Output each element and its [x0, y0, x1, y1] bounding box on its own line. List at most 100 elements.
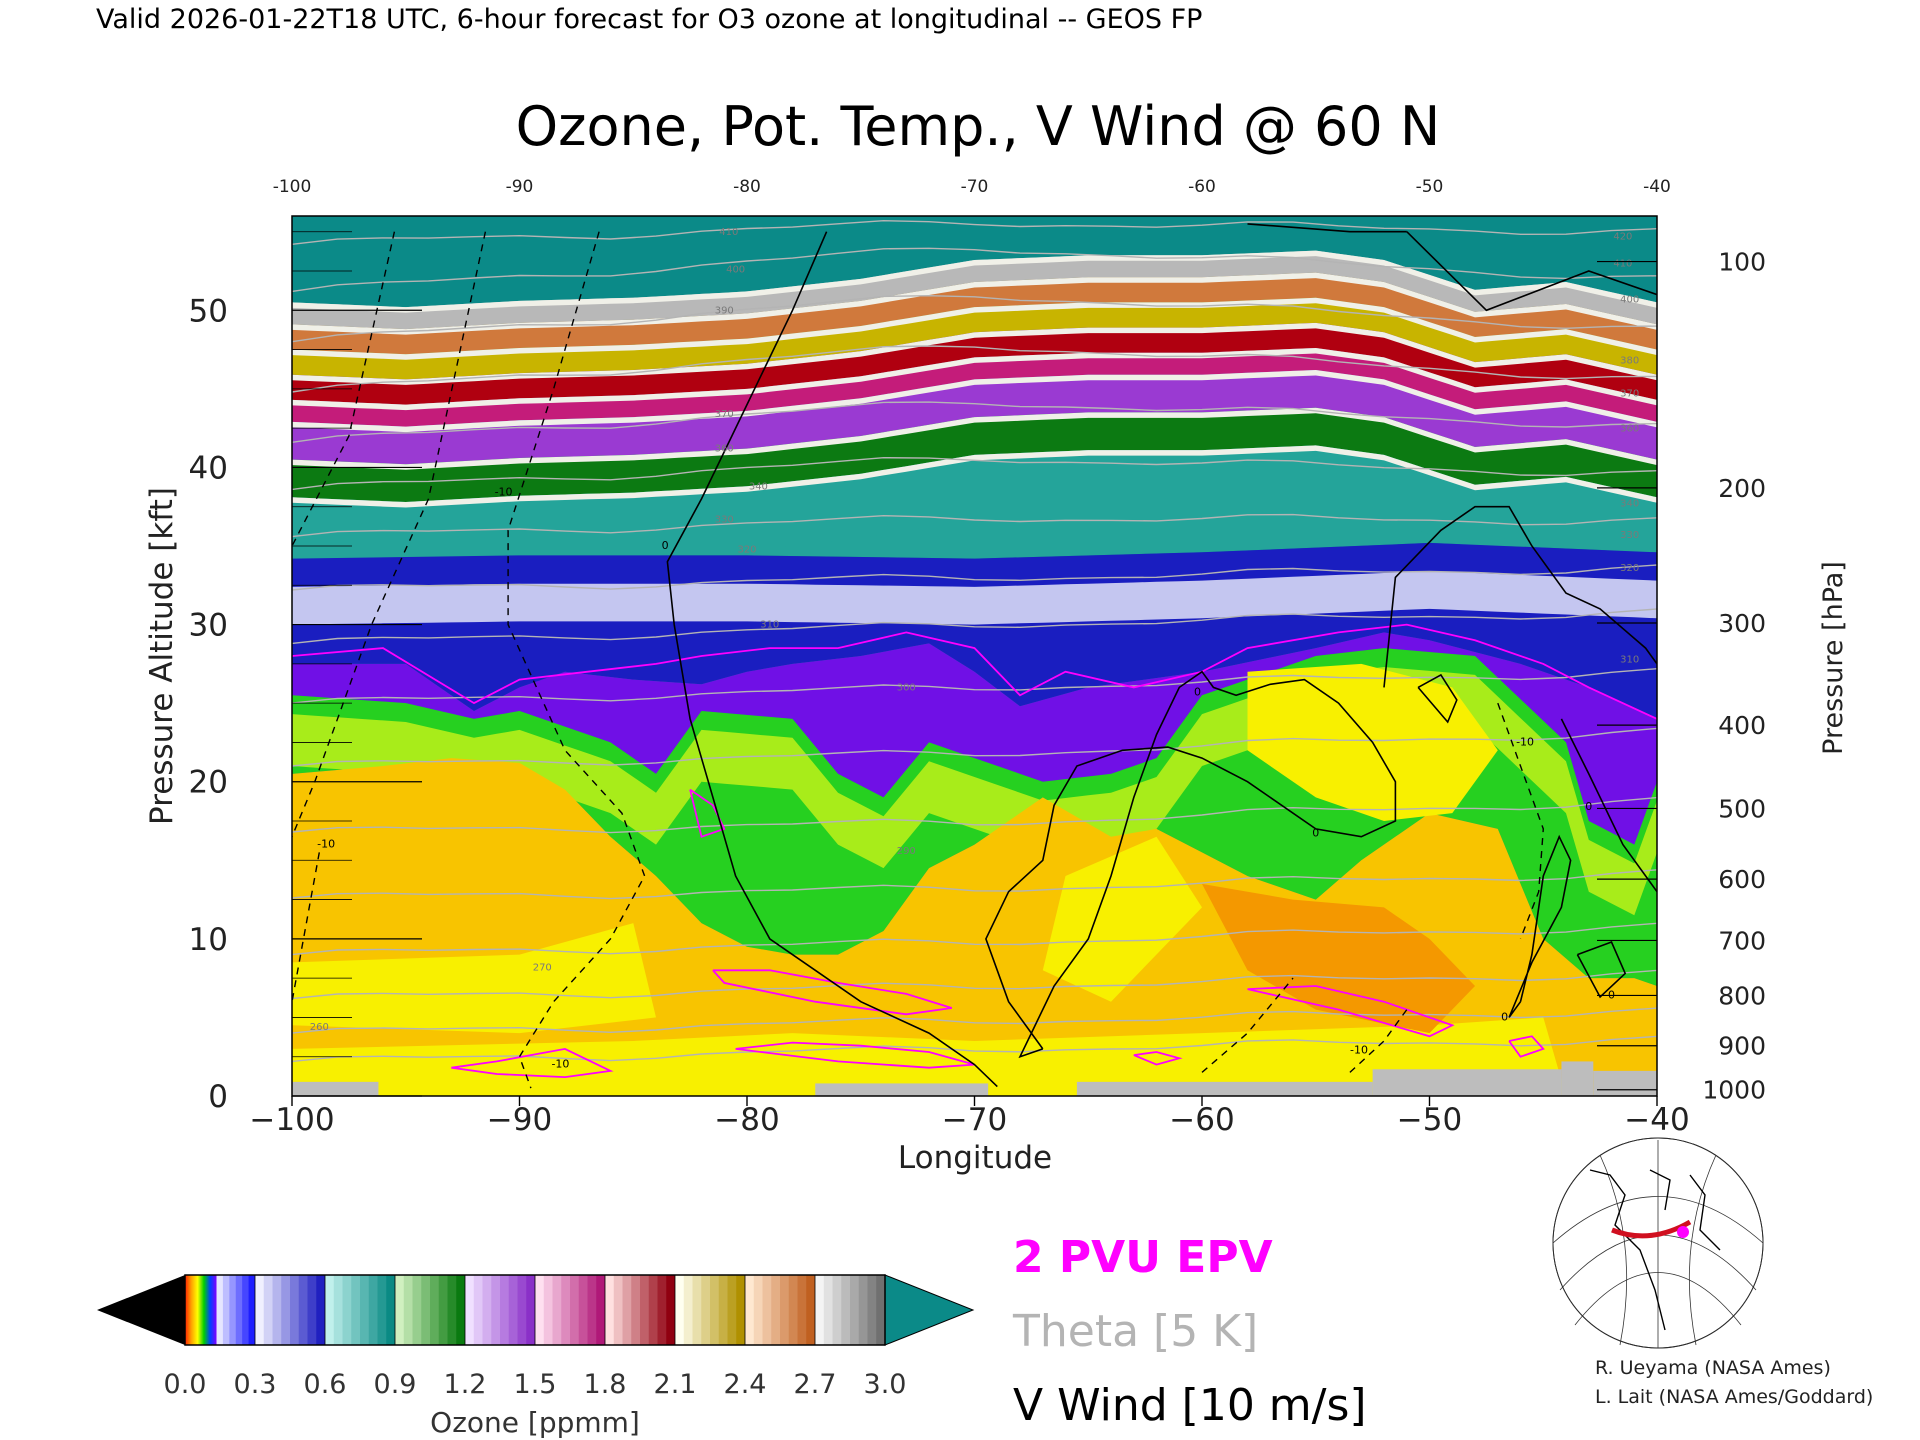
x-tick-label: −80: [714, 1102, 779, 1138]
colorbar-cell: [491, 1275, 501, 1345]
colorbar-cell: [596, 1275, 606, 1345]
theta-line: [292, 869, 1657, 900]
ozone-band-purple: [292, 370, 1657, 465]
theta-label: 410: [719, 227, 738, 238]
colorbar-cell: [797, 1275, 807, 1345]
colorbar-cell: [368, 1275, 378, 1345]
x-tick-label: −90: [487, 1102, 552, 1138]
colorbar-cell: [736, 1275, 746, 1345]
v-wind-negative-line: [292, 231, 487, 837]
theta-label: 340: [1620, 499, 1639, 510]
colorbar-cell: [242, 1275, 250, 1345]
chart-title: Ozone, Pot. Temp., V Wind @ 60 N: [516, 95, 1441, 158]
colorbar-cell: [788, 1275, 798, 1345]
theta-label: 330: [1620, 530, 1639, 541]
ozone-band-highlight: [292, 272, 1657, 335]
colorbar-tick-label: 0.9: [374, 1369, 417, 1400]
colorbar-tick-label: 0.0: [164, 1369, 207, 1400]
theta-label: 300: [897, 683, 916, 694]
v-wind-zero-line: [1383, 505, 1657, 688]
ozone-band-highlight: [292, 445, 1657, 508]
theta-label: 320: [737, 544, 756, 555]
surface-mask-block: [815, 1083, 989, 1096]
colorbar-spectrum-cell: [185, 1275, 217, 1345]
theta-label: 400: [1620, 294, 1639, 305]
v-wind-zero-line: [1560, 718, 1657, 893]
colorbar-cell: [815, 1275, 825, 1345]
ozone-patch-yellow-mid: [1042, 836, 1202, 1002]
theta-contours: [292, 219, 1657, 1063]
theta-line: [292, 456, 1657, 491]
colorbar-tick-label: 2.7: [794, 1369, 837, 1400]
globe-map-icon: [1552, 1137, 1764, 1349]
colorbar-cell: [290, 1275, 300, 1345]
v-wind-zero-line: [1417, 673, 1458, 724]
contour-legend: 2 PVU EPV Theta [5 K] V Wind [10 m/s]: [1012, 1232, 1367, 1431]
colorbar-over-arrow: [884, 1274, 975, 1346]
y-tick-label: 40: [189, 450, 228, 486]
theta-line: [292, 247, 1657, 293]
v-wind-label: 0: [1194, 685, 1201, 698]
colorbar-cell: [771, 1275, 781, 1345]
pressure-tick-label: 300: [1718, 609, 1766, 638]
v-wind-label: 0: [1312, 827, 1319, 840]
colorbar-cell: [508, 1275, 518, 1345]
epv-line: [689, 788, 726, 838]
theta-label: 390: [715, 305, 734, 316]
colorbar-tick-label: 0.3: [234, 1369, 277, 1400]
v-wind-label: -10: [1350, 1044, 1368, 1057]
pressure-tick-label: 1000: [1702, 1076, 1766, 1105]
colorbar-tick-label: 1.5: [514, 1369, 557, 1400]
theta-line: [292, 668, 1657, 704]
colorbar-cell: [753, 1275, 763, 1345]
colorbar-cell: [850, 1275, 860, 1345]
colorbar-cell: [657, 1275, 667, 1345]
colorbar-cell: [526, 1275, 536, 1345]
ozone-band-highlight: [292, 322, 1657, 385]
surface-mask-block: [1372, 1069, 1562, 1096]
theta-line: [292, 608, 1657, 645]
theta-label: 310: [1620, 654, 1639, 665]
colorbar-cell: [666, 1275, 676, 1345]
y-axis-right: 100 200 300 400 500 600 700 800 900 1000: [1597, 248, 1766, 1105]
colorbar-under-arrow: [97, 1275, 185, 1345]
v-wind-zero-line: [1576, 940, 1627, 999]
ozone-band-highlight: [292, 250, 1657, 313]
colorbar-cell: [307, 1275, 317, 1345]
theta-line: [292, 294, 1657, 343]
colorbar-cells: [184, 1275, 886, 1345]
pressure-tick-label: 600: [1718, 865, 1766, 894]
colorbar-tick-label: 1.8: [584, 1369, 627, 1400]
colorbar-cell: [395, 1275, 405, 1345]
ozone-band-teal: [292, 445, 1657, 567]
ozone-band-highlight: [292, 407, 1657, 470]
epv-line: [735, 1041, 975, 1069]
ozone-bands: [292, 250, 1657, 1096]
top-axis: -100 -90 -80 -70 -60 -50 -40: [273, 177, 1671, 197]
top-tick-label: -80: [733, 177, 761, 197]
colorbar-cell: [640, 1275, 650, 1345]
colorbar-cell: [675, 1275, 685, 1345]
inset-marker: [1677, 1226, 1689, 1238]
v-wind-negative-line: [1201, 977, 1294, 1073]
v-wind-label: -10: [317, 838, 335, 851]
theta-line: [292, 401, 1657, 443]
colorbar-cell: [780, 1275, 790, 1345]
theta-line: [292, 345, 1657, 393]
v-wind-negative-line: [1349, 1009, 1408, 1073]
theta-label: 370: [715, 409, 734, 420]
ozone-band-red: [292, 322, 1657, 405]
colorbar-cell: [561, 1275, 571, 1345]
colorbar-cell: [412, 1275, 422, 1345]
ozone-band-highlight: [292, 297, 1657, 360]
colorbar-cell: [710, 1275, 720, 1345]
colorbar-cell: [377, 1275, 387, 1345]
pressure-tick-label: 800: [1718, 981, 1766, 1010]
x-tick-label: −100: [249, 1102, 334, 1138]
colorbar-tick-labels: 0.0 0.3 0.6 0.9 1.2 1.5 1.8 2.1 2.4 2.7 3.0: [164, 1369, 907, 1400]
v-wind-contours: [292, 223, 1657, 1089]
theta-line: [292, 513, 1657, 538]
ozone-patch-dark-orange: [1202, 883, 1475, 1034]
y-axis-label-left: Pressure Altitude [kft]: [144, 487, 180, 825]
